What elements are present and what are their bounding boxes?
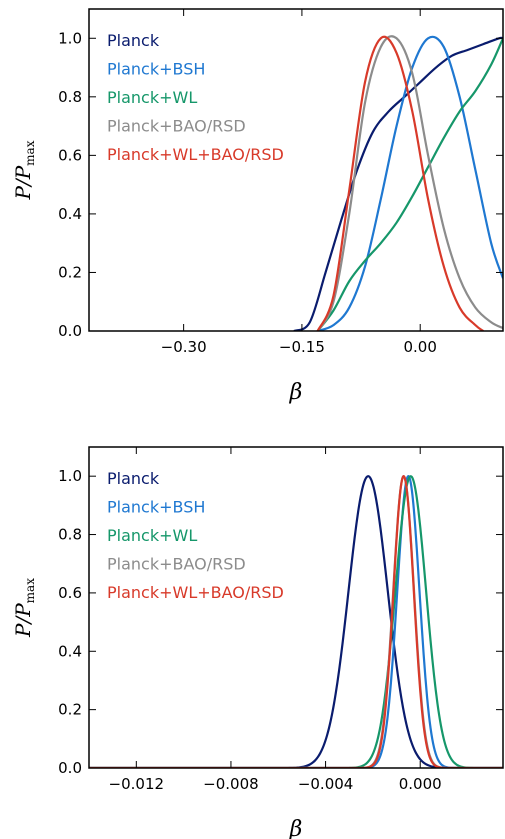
series-line-planck-bao-rsd <box>316 35 503 331</box>
y-tick-label: 0.8 <box>58 526 82 544</box>
y-tick-label: 0.0 <box>58 322 82 340</box>
y-tick-label: 0.0 <box>58 759 82 777</box>
y-tick-label: 0.4 <box>58 642 82 660</box>
legend-entry: Planck+BSH <box>107 60 205 79</box>
series-group <box>89 475 503 768</box>
x-tick-label: −0.15 <box>279 338 325 356</box>
y-axis-label: P/Pmax <box>11 140 37 200</box>
panel-2: 0.0 0.2 0.4 0.6 0.8 1.0 −0.012 −0.008 −0.004 0.00… <box>11 446 504 839</box>
x-tick-label: −0.012 <box>109 775 165 793</box>
series-line-planck-bsh <box>89 475 503 768</box>
series-group <box>293 35 503 331</box>
plot-frame <box>88 8 504 332</box>
series-line-planck-wl-bao-rsd <box>89 475 503 768</box>
y-axis-label-main: P/P <box>11 165 35 200</box>
y-tick-label: 0.2 <box>58 263 82 281</box>
y-axis-label-subscript: max <box>23 578 37 604</box>
x-axis-label: β <box>289 817 303 839</box>
series-line-planck-wl <box>89 475 503 768</box>
legend-entry: Planck <box>107 31 160 50</box>
series-line-planck <box>293 36 503 331</box>
legend-entry: Planck+WL+BAO/RSD <box>107 145 284 164</box>
y-axis-label-main: P/P <box>11 603 35 638</box>
x-tick-label: 0.000 <box>399 775 442 793</box>
x-tick-label: −0.008 <box>203 775 259 793</box>
y-tick-label: 0.2 <box>58 701 82 719</box>
y-axis-label: P/Pmax <box>11 578 37 638</box>
x-tick-label: −0.004 <box>298 775 354 793</box>
series-line-planck-wl <box>316 37 503 331</box>
panel-1: 0.00.20.40.60.81.0−0.30 −0.15 0.00βP/PmaxP… <box>11 8 504 405</box>
x-tick-label: −0.30 <box>161 338 207 356</box>
series-line-planck-bsh <box>317 35 503 331</box>
legend-entry: Planck+BAO/RSD <box>107 117 246 136</box>
legend-entry: Planck <box>107 469 160 488</box>
y-tick-label: 0.4 <box>58 205 82 223</box>
legend-entry: Planck+BSH <box>107 498 205 517</box>
y-tick-label: 0.6 <box>58 584 82 602</box>
legend-entry: Planck+BAO/RSD <box>107 555 246 574</box>
y-tick-label: 0.6 <box>58 146 82 164</box>
series-line-planck-wl-bao-rsd <box>316 35 484 331</box>
y-tick-label: 1.0 <box>58 29 82 47</box>
y-tick-label: 0.8 <box>58 88 82 106</box>
legend-entry: Planck+WL <box>107 526 197 545</box>
legend-entry: Planck+WL+BAO/RSD <box>107 583 284 602</box>
plot-frame <box>88 446 504 769</box>
legend-entry: Planck+WL <box>107 88 197 107</box>
y-axis-label-subscript: max <box>23 140 37 166</box>
x-axis-label: β <box>289 380 303 405</box>
x-tick-label: 0.00 <box>403 338 436 356</box>
y-tick-label: 1.0 <box>58 467 82 485</box>
